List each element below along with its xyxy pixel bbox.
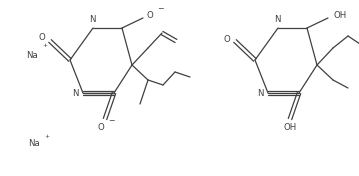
- Text: −: −: [157, 4, 164, 13]
- Text: N: N: [72, 90, 78, 99]
- Text: N: N: [257, 90, 263, 99]
- Text: Na: Na: [28, 140, 40, 149]
- Text: Na: Na: [26, 51, 38, 59]
- Text: N: N: [89, 15, 95, 24]
- Text: O: O: [224, 34, 230, 43]
- Text: O: O: [39, 33, 45, 42]
- Text: O: O: [146, 11, 153, 20]
- Text: OH: OH: [283, 124, 297, 133]
- Text: +: +: [44, 134, 49, 139]
- Text: OH: OH: [334, 11, 347, 20]
- Text: +: +: [42, 43, 47, 48]
- Text: O: O: [98, 122, 104, 131]
- Text: N: N: [274, 15, 280, 24]
- Text: −: −: [108, 116, 115, 125]
